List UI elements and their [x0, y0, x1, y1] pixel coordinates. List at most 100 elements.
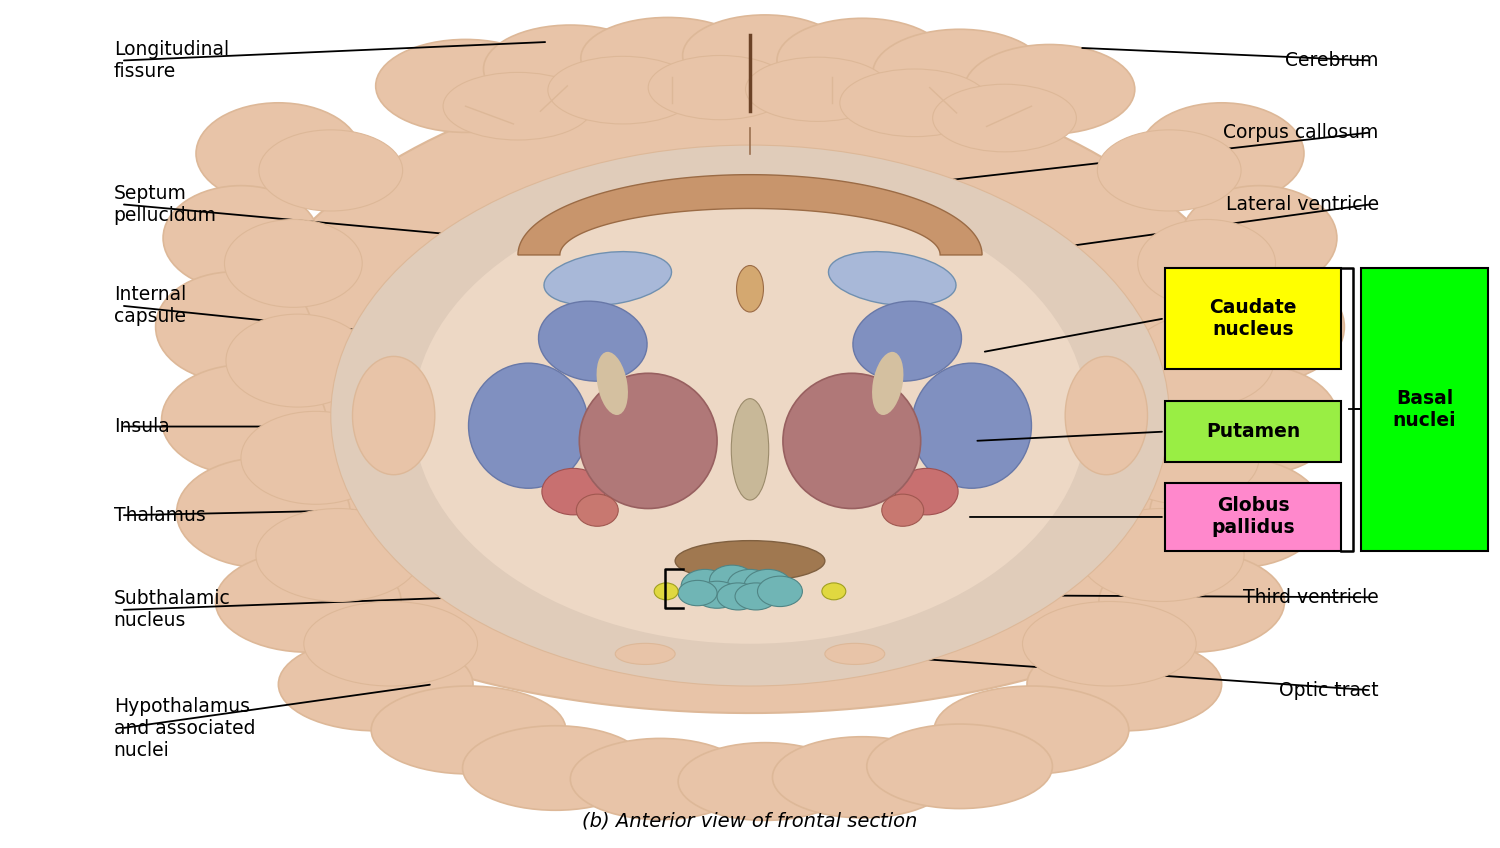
Ellipse shape	[413, 187, 1088, 644]
Ellipse shape	[256, 509, 420, 601]
Ellipse shape	[462, 726, 648, 811]
Ellipse shape	[1110, 411, 1258, 505]
Ellipse shape	[279, 638, 472, 731]
Ellipse shape	[825, 644, 885, 665]
Ellipse shape	[681, 569, 729, 603]
Ellipse shape	[882, 494, 924, 527]
Text: Lateral ventricle: Lateral ventricle	[1226, 195, 1379, 214]
Ellipse shape	[576, 494, 618, 527]
Ellipse shape	[1150, 458, 1323, 567]
Ellipse shape	[352, 356, 435, 475]
Ellipse shape	[226, 314, 369, 407]
Ellipse shape	[732, 399, 768, 500]
Ellipse shape	[896, 468, 958, 515]
Ellipse shape	[736, 265, 764, 312]
Text: Putamen: Putamen	[1206, 422, 1300, 441]
Ellipse shape	[710, 565, 754, 595]
Ellipse shape	[542, 468, 604, 515]
Text: Internal
capsule: Internal capsule	[114, 285, 186, 326]
Ellipse shape	[717, 583, 759, 610]
Ellipse shape	[1080, 509, 1244, 601]
Ellipse shape	[162, 365, 327, 475]
Ellipse shape	[1173, 365, 1338, 475]
Text: (b) Anterior view of frontal section: (b) Anterior view of frontal section	[582, 812, 918, 831]
Ellipse shape	[468, 363, 588, 488]
Ellipse shape	[744, 569, 792, 603]
Ellipse shape	[758, 576, 802, 606]
Ellipse shape	[1023, 601, 1196, 686]
Ellipse shape	[260, 130, 402, 211]
Polygon shape	[518, 175, 982, 255]
Ellipse shape	[735, 583, 777, 610]
Ellipse shape	[840, 69, 990, 137]
Text: Caudate
nucleus: Caudate nucleus	[1209, 298, 1298, 339]
Bar	[1360, 268, 1488, 551]
Text: Longitudinal
fissure: Longitudinal fissure	[114, 40, 230, 81]
Ellipse shape	[1098, 130, 1240, 211]
Ellipse shape	[678, 743, 852, 820]
Ellipse shape	[164, 186, 320, 291]
Text: Optic tract: Optic tract	[1280, 681, 1378, 700]
Ellipse shape	[678, 580, 717, 605]
Ellipse shape	[934, 686, 1130, 774]
Ellipse shape	[736, 577, 764, 606]
Text: Thalamus: Thalamus	[114, 505, 206, 525]
Ellipse shape	[1065, 356, 1148, 475]
Ellipse shape	[1140, 103, 1304, 204]
Ellipse shape	[538, 301, 646, 381]
Ellipse shape	[777, 19, 948, 103]
Ellipse shape	[370, 686, 566, 774]
Text: Subthalamic
nucleus: Subthalamic nucleus	[114, 589, 231, 630]
Ellipse shape	[177, 458, 350, 567]
Text: Hypothalamus
and associated
nuclei: Hypothalamus and associated nuclei	[114, 697, 255, 760]
Ellipse shape	[912, 363, 1032, 488]
Ellipse shape	[648, 55, 792, 120]
Text: Corpus callosum: Corpus callosum	[1224, 123, 1379, 142]
Ellipse shape	[675, 541, 825, 581]
Ellipse shape	[483, 25, 657, 113]
Text: Insula: Insula	[114, 417, 170, 436]
Ellipse shape	[654, 583, 678, 600]
Ellipse shape	[332, 145, 1168, 686]
Ellipse shape	[216, 551, 400, 652]
Ellipse shape	[728, 569, 772, 600]
Ellipse shape	[615, 644, 675, 665]
Bar	[1164, 401, 1341, 462]
Ellipse shape	[570, 739, 750, 819]
Ellipse shape	[822, 583, 846, 600]
Ellipse shape	[580, 18, 754, 98]
Ellipse shape	[1138, 220, 1275, 307]
Ellipse shape	[1100, 551, 1284, 652]
Text: Septum
pellucidum: Septum pellucidum	[114, 184, 216, 225]
Ellipse shape	[853, 301, 962, 381]
Bar	[1164, 483, 1341, 551]
Bar	[1164, 268, 1341, 369]
Ellipse shape	[225, 220, 362, 307]
Ellipse shape	[873, 30, 1047, 117]
Ellipse shape	[772, 737, 952, 817]
Ellipse shape	[156, 272, 312, 382]
Ellipse shape	[548, 56, 698, 124]
Ellipse shape	[375, 39, 555, 132]
Ellipse shape	[242, 411, 390, 505]
Text: Third ventricle: Third ventricle	[1244, 588, 1378, 607]
Polygon shape	[211, 79, 1288, 713]
Ellipse shape	[1028, 638, 1221, 731]
Ellipse shape	[694, 581, 740, 608]
Ellipse shape	[597, 352, 628, 415]
Ellipse shape	[682, 15, 847, 96]
Ellipse shape	[579, 373, 717, 509]
Ellipse shape	[1188, 272, 1344, 382]
Ellipse shape	[304, 601, 477, 686]
Text: Cerebrum: Cerebrum	[1286, 51, 1378, 70]
Ellipse shape	[828, 252, 956, 305]
Text: Basal
nuclei: Basal nuclei	[1392, 388, 1456, 430]
Ellipse shape	[964, 44, 1136, 134]
Ellipse shape	[871, 352, 903, 415]
Ellipse shape	[196, 103, 360, 204]
Ellipse shape	[442, 72, 592, 140]
Ellipse shape	[933, 84, 1077, 152]
Ellipse shape	[1131, 314, 1274, 407]
Ellipse shape	[1180, 186, 1336, 291]
Ellipse shape	[544, 252, 672, 305]
